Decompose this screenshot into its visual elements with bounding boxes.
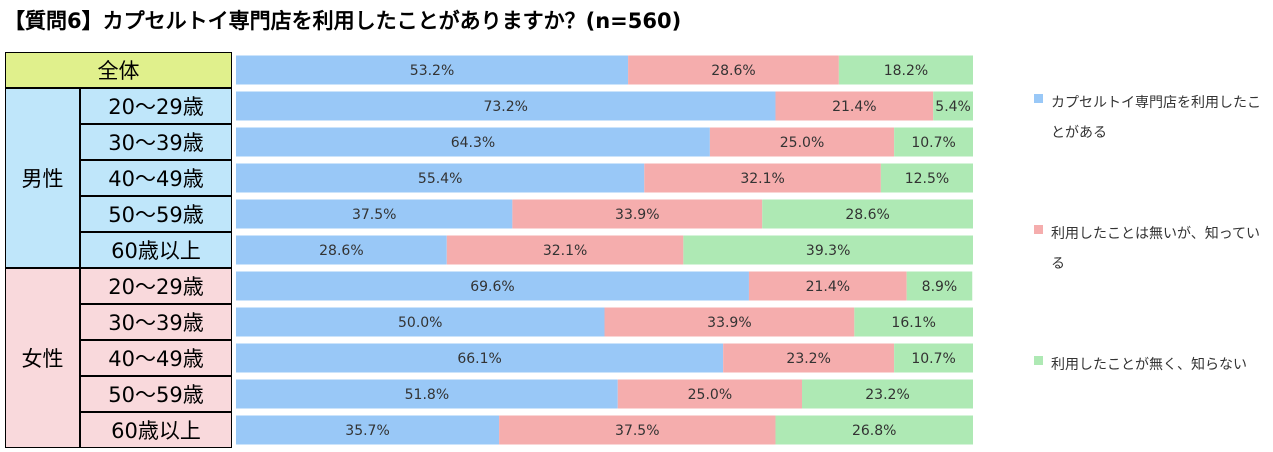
bar-segment-known-row-4	[512, 199, 763, 229]
data-label-unknown-row-1: 5.4%	[935, 99, 971, 115]
bar-segment-known-row-2	[709, 127, 895, 157]
data-label-known-row-2: 25.0%	[780, 135, 824, 151]
data-label-known-row-4: 33.9%	[615, 207, 659, 223]
bar-segment-known-row-5	[446, 235, 684, 265]
bar-segment-used-row-7	[236, 307, 605, 337]
bar-segment-unknown-row-10	[775, 415, 973, 445]
data-label-unknown-row-5: 39.3%	[806, 243, 850, 259]
data-label-used-row-8: 66.1%	[457, 351, 501, 367]
legend-swatch-used	[1034, 94, 1043, 103]
data-label-unknown-row-0: 18.2%	[884, 63, 928, 79]
data-label-used-row-0: 53.2%	[410, 63, 454, 79]
bar-segment-known-row-10	[499, 415, 776, 445]
legend-label-used: カプセルトイ専門店を利用したことがある	[1051, 95, 1261, 141]
bar-segment-known-row-8	[723, 343, 895, 373]
bar-segment-unknown-row-3	[880, 163, 973, 193]
bar-segment-known-row-0	[628, 55, 839, 85]
data-label-used-row-7: 50.0%	[398, 315, 442, 331]
data-label-used-row-5: 28.6%	[319, 243, 363, 259]
bar-segment-used-row-3	[236, 163, 645, 193]
data-label-known-row-0: 28.6%	[711, 63, 755, 79]
data-label-known-row-10: 37.5%	[615, 423, 659, 439]
bar-segment-unknown-row-4	[762, 199, 973, 229]
bar-segment-unknown-row-8	[894, 343, 973, 373]
chart-title: 【質問6】カプセルトイ専門店を利用したことがありますか？(n=560)	[4, 9, 682, 33]
row-label-male-3: 50～59歳	[80, 196, 232, 232]
data-label-known-row-3: 32.1%	[740, 171, 784, 187]
bar-segment-used-row-10	[236, 415, 500, 445]
row-label-male-2: 40～49歳	[80, 160, 232, 196]
data-label-unknown-row-10: 26.8%	[852, 423, 896, 439]
row-label-female-4: 60歳以上	[80, 412, 232, 448]
bar-segment-used-row-8	[236, 343, 724, 373]
bar-segment-used-row-9	[236, 379, 618, 409]
data-label-unknown-row-9: 23.2%	[865, 387, 909, 403]
bar-segment-unknown-row-7	[854, 307, 973, 337]
data-label-used-row-1: 73.2%	[483, 99, 527, 115]
data-label-known-row-7: 33.9%	[707, 315, 751, 331]
bar-segment-unknown-row-1	[933, 91, 973, 121]
bar-segment-known-row-1	[775, 91, 934, 121]
row-label-male-0: 20～29歳	[80, 88, 232, 124]
bar-segment-used-row-0	[236, 55, 629, 85]
row-label-female-3: 50～59歳	[80, 376, 232, 412]
data-label-used-row-2: 64.3%	[451, 135, 495, 151]
bar-segment-known-row-6	[748, 271, 907, 301]
data-label-unknown-row-3: 12.5%	[905, 171, 949, 187]
data-label-unknown-row-8: 10.7%	[911, 351, 955, 367]
legend-swatch-unknown	[1034, 356, 1043, 365]
data-label-used-row-10: 35.7%	[345, 423, 389, 439]
bar-segment-known-row-3	[644, 163, 881, 193]
legend-label-known: 利用したことは無いが、知っている	[1051, 226, 1261, 272]
data-label-unknown-row-7: 16.1%	[891, 315, 935, 331]
data-label-known-row-1: 21.4%	[832, 99, 876, 115]
bar-segment-known-row-7	[604, 307, 855, 337]
bar-segment-used-row-6	[236, 271, 749, 301]
bar-segment-unknown-row-9	[802, 379, 973, 409]
bar-segment-used-row-4	[236, 199, 513, 229]
data-label-unknown-row-4: 28.6%	[845, 207, 889, 223]
data-label-used-row-4: 37.5%	[352, 207, 396, 223]
row-label-female-1: 30～39歳	[80, 304, 232, 340]
bar-segment-unknown-row-0	[838, 55, 973, 85]
data-label-unknown-row-6: 8.9%	[922, 279, 958, 295]
data-label-known-row-8: 23.2%	[786, 351, 830, 367]
row-label-male-4: 60歳以上	[80, 232, 232, 268]
legend-label-unknown: 利用したことが無く、知らない	[1051, 357, 1247, 373]
bar-segment-used-row-1	[236, 91, 776, 121]
data-label-known-row-6: 21.4%	[806, 279, 850, 295]
row-group-female: 女性	[5, 268, 80, 448]
row-label-male-1: 30～39歳	[80, 124, 232, 160]
data-label-used-row-9: 51.8%	[405, 387, 449, 403]
data-label-unknown-row-2: 10.7%	[911, 135, 955, 151]
data-label-known-row-5: 32.1%	[543, 243, 587, 259]
bar-segment-known-row-9	[617, 379, 803, 409]
row-group-male: 男性	[5, 88, 80, 268]
row-label-female-2: 40～49歳	[80, 340, 232, 376]
data-label-used-row-6: 69.6%	[470, 279, 514, 295]
row-label-female-0: 20～29歳	[80, 268, 232, 304]
bar-segment-used-row-2	[236, 127, 710, 157]
row-label-total: 全体	[5, 52, 232, 88]
data-label-used-row-3: 55.4%	[418, 171, 462, 187]
bar-segment-used-row-5	[236, 235, 447, 265]
legend-swatch-known	[1034, 225, 1043, 234]
bar-segment-unknown-row-6	[906, 271, 973, 301]
data-label-known-row-9: 25.0%	[688, 387, 732, 403]
bar-segment-unknown-row-2	[894, 127, 973, 157]
bar-segment-unknown-row-5	[683, 235, 973, 265]
